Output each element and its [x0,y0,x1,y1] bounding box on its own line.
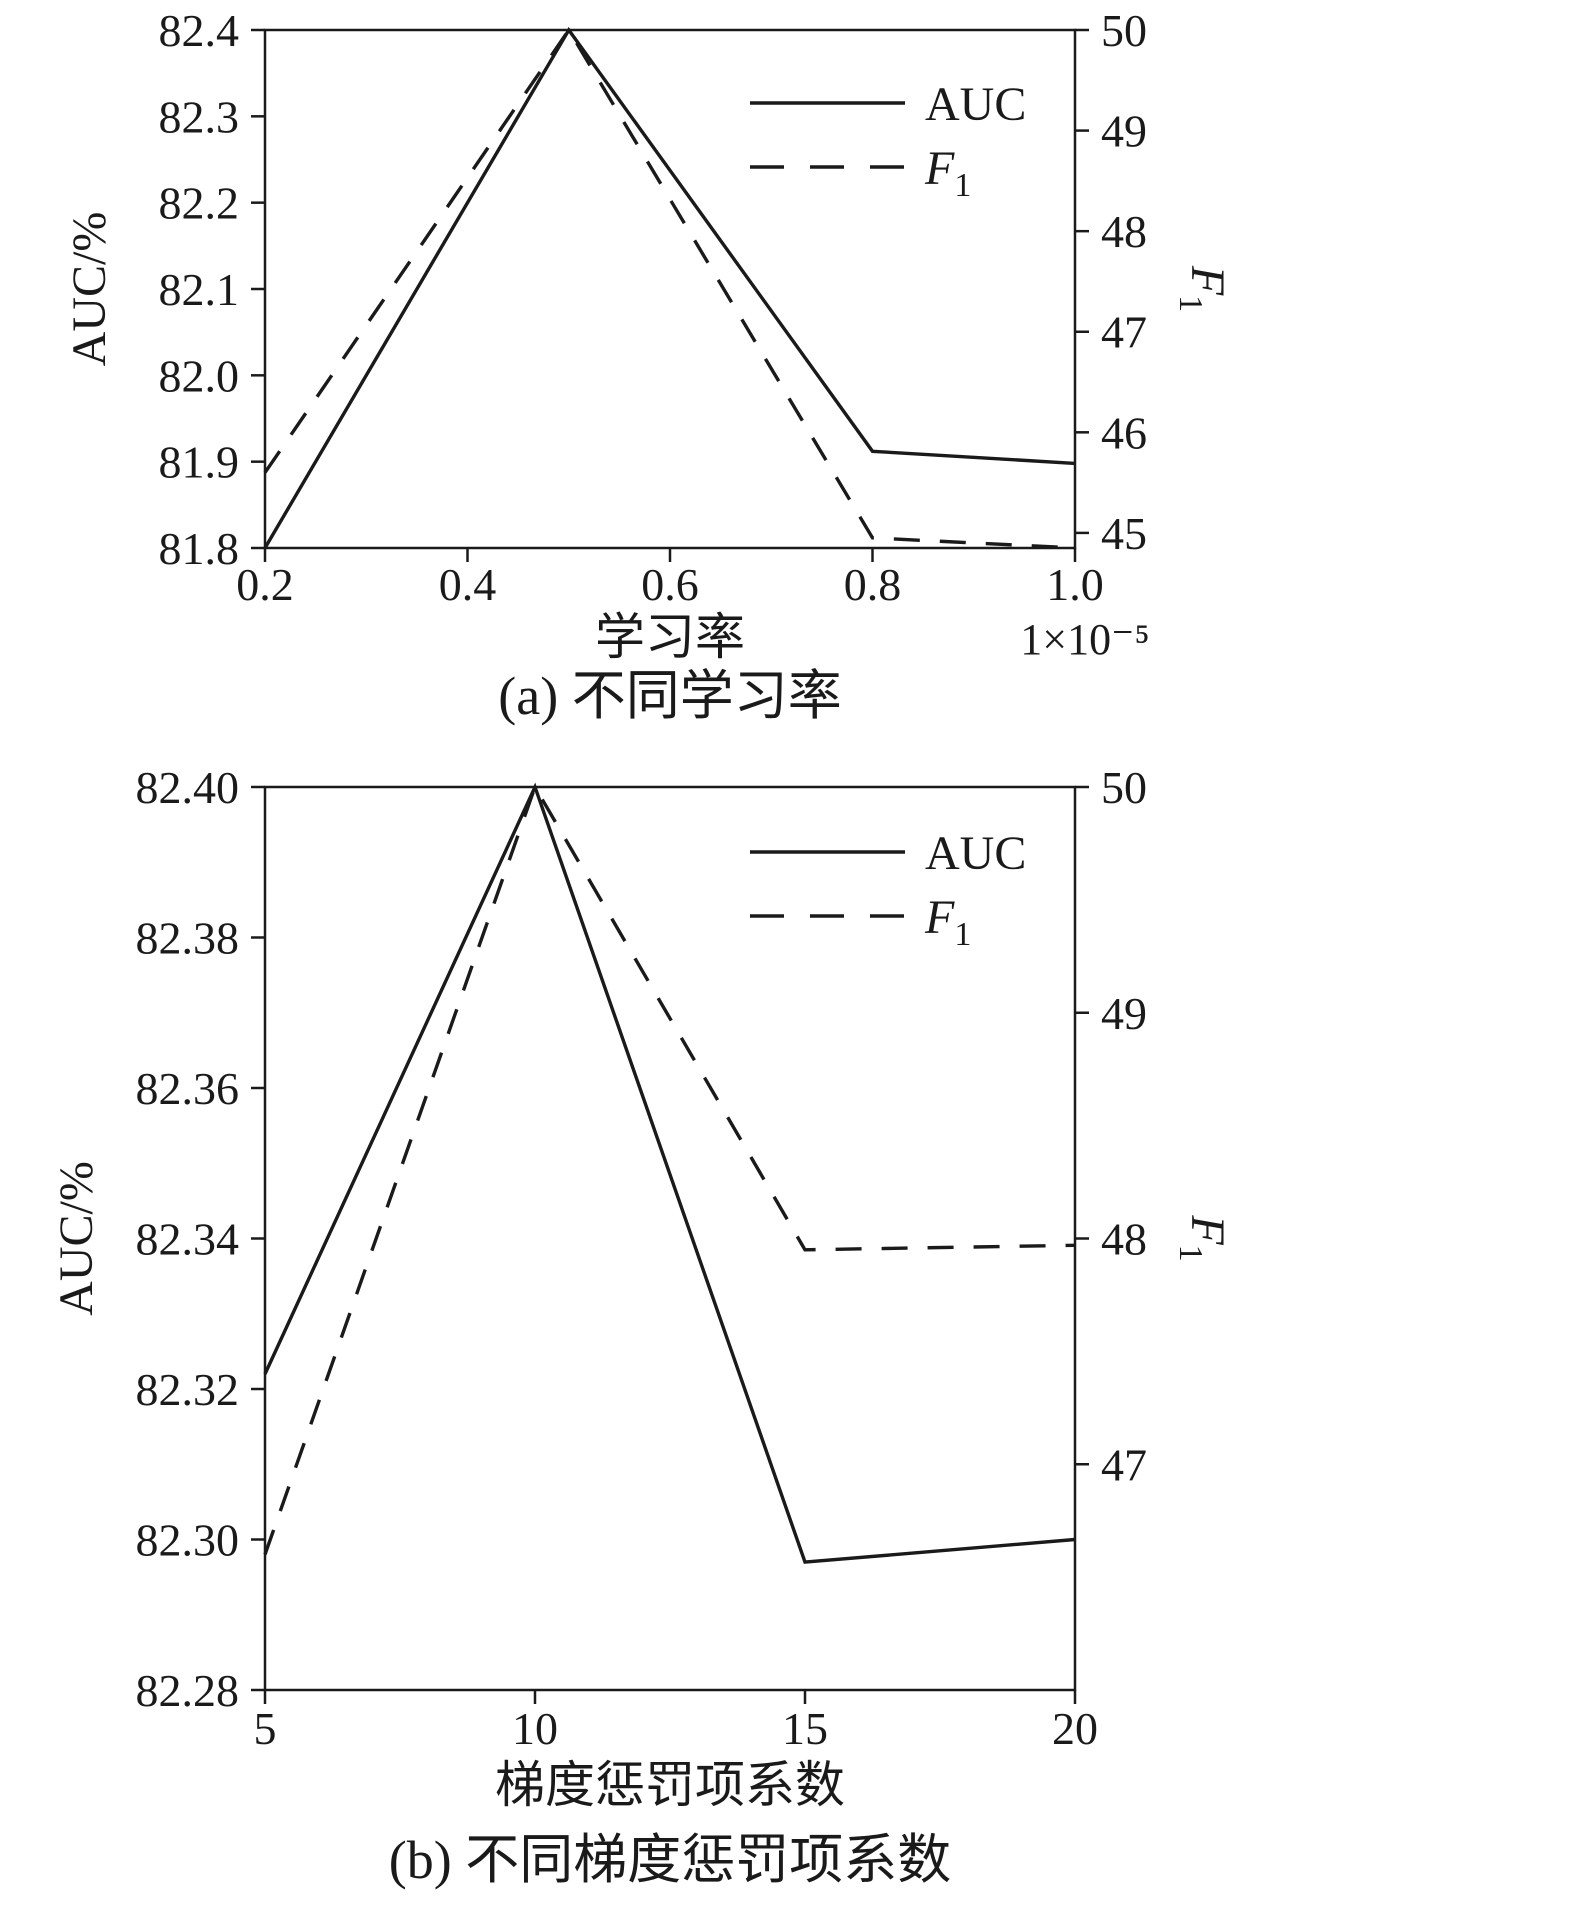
series-AUC-line [263,782,1076,1564]
y-tick-label-left: 82.1 [159,264,240,315]
y-tick-label-left: 82.36 [136,1063,240,1114]
x-tick-label: 0.4 [439,559,497,610]
y-axis-label-right: F1 [1172,1214,1234,1261]
x-unit-label: 1×10⁻⁵ [1020,615,1149,664]
caption-b: (b) 不同梯度惩罚项系数 [389,1830,951,1890]
x-tick-label: 20 [1052,1703,1098,1754]
y-axis-label-left: AUC/% [50,1161,103,1316]
y-tick-label-right: 50 [1101,5,1147,56]
y-tick-label-right: 47 [1101,1439,1147,1490]
y-axis-label-left: AUC/% [63,212,116,367]
y-tick-label-left: 82.28 [136,1665,240,1716]
y-tick-label-left: 81.9 [159,437,240,488]
y-tick-label-right: 48 [1101,206,1147,257]
y-tick-label-left: 82.3 [159,91,240,142]
x-axis-label: 学习率 [595,609,745,665]
x-tick-label: 1.0 [1046,559,1104,610]
y-tick-label-left: 82.30 [136,1515,240,1566]
caption-a: (a) 不同学习率 [498,666,841,726]
y-tick-label-right: 49 [1101,106,1147,157]
series-AUC-line [263,26,1076,549]
x-tick-label: 5 [254,1703,277,1754]
y-tick-label-right: 47 [1101,307,1147,358]
y-tick-label-right: 48 [1101,1214,1147,1265]
y-tick-label-left: 82.40 [136,762,240,813]
x-tick-label: 15 [782,1703,828,1754]
series-F1-line [263,26,1076,550]
y-tick-label-left: 82.0 [159,350,240,401]
y-tick-label-left: 82.4 [159,5,240,56]
x-axis-label: 梯度惩罚项系数 [495,1757,845,1813]
y-tick-label-right: 50 [1101,762,1147,813]
chart-b: 82.28 82.30 82.32 82.34 82.36 82.38 82.40 47 48 4… [50,762,1234,1813]
y-tick-label-left: 82.38 [136,913,240,964]
y-tick-label-right: 45 [1101,508,1147,559]
x-tick-label: 0.2 [236,559,294,610]
x-tick-label: 0.6 [641,559,699,610]
y-tick-label-left: 81.8 [159,523,240,574]
y-tick-label-left: 82.34 [136,1214,240,1265]
y-tick-label-left: 82.32 [136,1364,240,1415]
legend-label: F1 [924,142,971,204]
legend-label: F1 [924,891,971,953]
legend-label: AUC [925,827,1026,880]
y-axis-label-right: F1 [1172,265,1234,312]
x-tick-label: 0.8 [844,559,902,610]
y-tick-label-right: 49 [1101,988,1147,1039]
chart-a: 81.8 81.9 82.0 82.1 82.2 82.3 82.4 45 46 47 48 49 50… [63,5,1234,665]
series-F1-line [263,782,1076,1556]
x-tick-label: 10 [512,1703,558,1754]
legend-label: AUC [925,78,1026,131]
y-tick-label-left: 82.2 [159,178,240,229]
y-tick-label-right: 46 [1101,407,1147,458]
